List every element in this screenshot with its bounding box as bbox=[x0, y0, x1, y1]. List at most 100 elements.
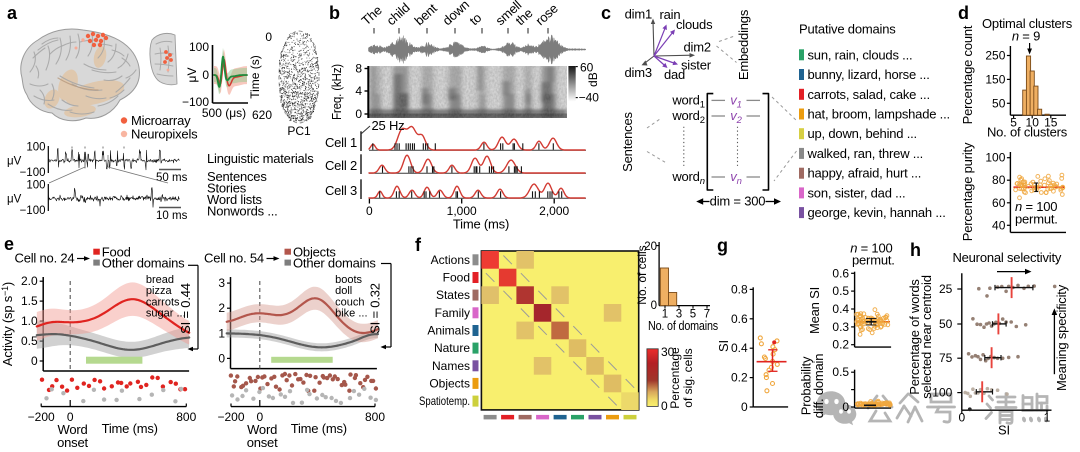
svg-text:80: 80 bbox=[992, 173, 1006, 187]
svg-text:dim3: dim3 bbox=[625, 65, 652, 80]
svg-text:0.2: 0.2 bbox=[731, 371, 748, 385]
svg-text:μV: μV bbox=[7, 194, 22, 206]
svg-text:Other domains: Other domains bbox=[102, 256, 185, 271]
svg-text:n = 100: n = 100 bbox=[850, 241, 892, 256]
svg-text:Time (ms): Time (ms) bbox=[102, 421, 158, 436]
svg-text:25: 25 bbox=[939, 282, 953, 296]
svg-text:−200: −200 bbox=[217, 410, 244, 424]
svg-text:of sig. cells: of sig. cells bbox=[681, 348, 695, 407]
svg-text:couch: couch bbox=[335, 296, 364, 308]
svg-text:40: 40 bbox=[992, 218, 1006, 232]
svg-text:Actions: Actions bbox=[431, 253, 470, 267]
svg-text:Stories: Stories bbox=[207, 181, 247, 196]
svg-text:100: 100 bbox=[26, 142, 45, 154]
svg-text:selected near centroid: selected near centroid bbox=[919, 275, 934, 399]
svg-text:v2: v2 bbox=[730, 108, 742, 126]
svg-text:4: 4 bbox=[355, 84, 362, 98]
svg-text:0: 0 bbox=[661, 399, 668, 413]
svg-text:Food: Food bbox=[443, 270, 470, 284]
svg-text:Animals: Animals bbox=[427, 323, 470, 337]
svg-text:Cell 2: Cell 2 bbox=[325, 158, 357, 173]
svg-text:Percentage purity: Percentage purity bbox=[960, 142, 975, 241]
svg-text:diff. domain: diff. domain bbox=[811, 354, 826, 419]
svg-text:−200: −200 bbox=[28, 410, 55, 424]
svg-text:0: 0 bbox=[366, 204, 373, 218]
svg-text:0.4: 0.4 bbox=[731, 341, 748, 355]
svg-text:15: 15 bbox=[1044, 116, 1058, 130]
svg-text:bike ...: bike ... bbox=[335, 308, 367, 320]
svg-text:Cell no. 24: Cell no. 24 bbox=[15, 251, 75, 266]
svg-text:onset: onset bbox=[247, 435, 278, 450]
svg-text:Mean SI: Mean SI bbox=[807, 287, 822, 334]
svg-text:2,000: 2,000 bbox=[539, 204, 569, 218]
svg-text:dim = 300: dim = 300 bbox=[710, 194, 766, 209]
svg-text:0: 0 bbox=[842, 400, 849, 414]
svg-text:1: 1 bbox=[1044, 411, 1051, 425]
svg-text:−100: −100 bbox=[20, 205, 46, 217]
svg-text:clouds: clouds bbox=[676, 17, 713, 32]
svg-text:vn: vn bbox=[730, 169, 741, 187]
svg-text:0: 0 bbox=[67, 410, 74, 424]
svg-text:Activity (sp s−1): Activity (sp s−1) bbox=[0, 282, 15, 366]
svg-text:0: 0 bbox=[31, 354, 38, 368]
svg-text:500 (μs): 500 (μs) bbox=[202, 106, 246, 120]
svg-text:sugar ...: sugar ... bbox=[146, 308, 186, 320]
svg-text:g: g bbox=[717, 236, 728, 256]
svg-text:SI: SI bbox=[716, 340, 731, 352]
svg-text:No. of clusters: No. of clusters bbox=[987, 125, 1068, 140]
svg-text:620: 620 bbox=[252, 108, 272, 122]
svg-text:0.6: 0.6 bbox=[832, 266, 849, 280]
svg-text:Time (s): Time (s) bbox=[248, 55, 262, 99]
svg-text:carrots: carrots bbox=[146, 296, 180, 308]
svg-text:h: h bbox=[910, 240, 921, 260]
svg-text:60: 60 bbox=[992, 196, 1006, 210]
svg-text:0: 0 bbox=[741, 400, 748, 414]
svg-text:permut.: permut. bbox=[1015, 212, 1058, 227]
svg-text:Word lists: Word lists bbox=[207, 192, 263, 207]
svg-text:Food: Food bbox=[102, 245, 131, 260]
svg-text:100: 100 bbox=[26, 180, 45, 192]
svg-text:Optimal clusters: Optimal clusters bbox=[982, 16, 1073, 31]
svg-text:Percentage: Percentage bbox=[668, 347, 682, 409]
svg-text:0.2: 0.2 bbox=[832, 338, 849, 352]
svg-text:0: 0 bbox=[256, 410, 263, 424]
svg-text:wordn: wordn bbox=[671, 169, 704, 187]
svg-text:0: 0 bbox=[958, 411, 965, 425]
svg-text:0.6: 0.6 bbox=[731, 312, 748, 326]
svg-text:Word: Word bbox=[57, 422, 87, 437]
svg-text:Sentences: Sentences bbox=[620, 111, 635, 171]
svg-text:0: 0 bbox=[202, 68, 209, 82]
svg-text:2.0: 2.0 bbox=[21, 274, 38, 288]
svg-text:n = 9: n = 9 bbox=[1012, 29, 1040, 44]
svg-text:Time (ms): Time (ms) bbox=[453, 217, 509, 232]
svg-text:Neuropixels: Neuropixels bbox=[131, 127, 198, 142]
svg-text:Probability: Probability bbox=[799, 356, 814, 415]
svg-text:3: 3 bbox=[218, 276, 225, 290]
svg-text:pizza: pizza bbox=[146, 285, 173, 297]
svg-text:dim2: dim2 bbox=[684, 40, 711, 55]
svg-text:Neuronal selectivity: Neuronal selectivity bbox=[952, 250, 1061, 265]
svg-text:bunny, lizard, horse ...: bunny, lizard, horse ... bbox=[808, 67, 930, 82]
svg-text:Putative domains: Putative domains bbox=[799, 22, 896, 37]
svg-text:v1: v1 bbox=[730, 92, 741, 110]
svg-text:d: d bbox=[958, 3, 969, 23]
svg-text:100: 100 bbox=[985, 151, 1005, 165]
svg-text:Freq. (kHz): Freq. (kHz) bbox=[330, 64, 344, 120]
svg-text:f: f bbox=[415, 235, 422, 255]
svg-text:SI = 0.44: SI = 0.44 bbox=[178, 283, 193, 334]
svg-text:c: c bbox=[601, 3, 611, 23]
svg-text:rain: rain bbox=[660, 7, 681, 22]
svg-text:50: 50 bbox=[992, 96, 1006, 110]
svg-text:0.5: 0.5 bbox=[21, 334, 38, 348]
svg-text:0.5: 0.5 bbox=[832, 365, 849, 379]
svg-text:800: 800 bbox=[176, 410, 196, 424]
svg-text:Spatiotemp.: Spatiotemp. bbox=[419, 394, 470, 408]
svg-text:1.5: 1.5 bbox=[21, 294, 38, 308]
svg-text:dad: dad bbox=[664, 67, 685, 82]
svg-text:Names: Names bbox=[432, 359, 470, 373]
svg-text:carrots, salad, cake ...: carrots, salad, cake ... bbox=[808, 87, 930, 102]
svg-text:1,000: 1,000 bbox=[447, 204, 477, 218]
svg-text:0: 0 bbox=[218, 351, 225, 365]
svg-text:150: 150 bbox=[985, 72, 1005, 86]
svg-text:dB: dB bbox=[586, 72, 600, 87]
